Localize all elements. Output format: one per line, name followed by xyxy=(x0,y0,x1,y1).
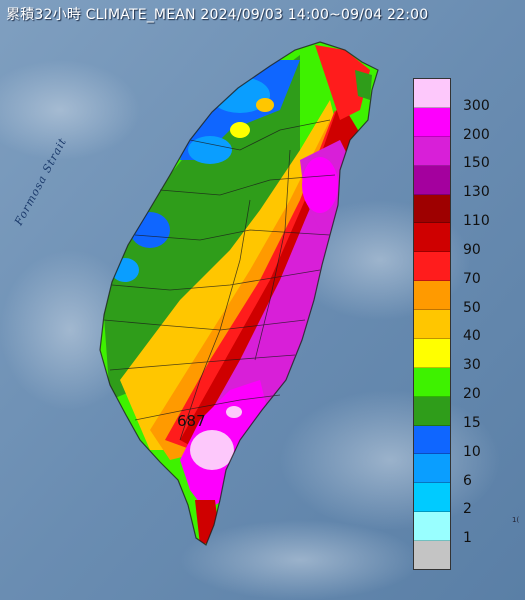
cloud-patch xyxy=(0,250,140,410)
legend-level-label: 40 xyxy=(463,328,481,345)
legend-level-label: 130 xyxy=(463,184,490,201)
legend-swatch xyxy=(414,194,450,224)
legend-swatch xyxy=(414,483,450,513)
legend-level-label: 6 xyxy=(463,472,472,489)
county-boundaries xyxy=(99,41,379,546)
legend-swatch xyxy=(414,165,450,195)
legend-swatch xyxy=(414,338,450,368)
legend-swatch xyxy=(414,425,450,455)
legend-swatch xyxy=(414,512,450,541)
legend-level-label: 110 xyxy=(463,213,490,230)
legend-swatch xyxy=(414,79,450,108)
legend-swatch xyxy=(414,281,450,310)
legend-level-label: 1 xyxy=(463,530,472,547)
legend-level-label: 70 xyxy=(463,270,481,287)
legend-swatch xyxy=(414,252,450,282)
legend-level-label: 15 xyxy=(463,414,481,431)
legend-level-label: 50 xyxy=(463,299,481,316)
legend-labels: 300 200 150 130 110 90 70 50 40 30 20 15 10 6 2 1 xyxy=(463,78,523,568)
legend-swatch xyxy=(414,541,450,569)
map-title: 累積32小時 CLIMATE_MEAN 2024/09/03 14:00~09/… xyxy=(6,7,429,23)
cloud-patch xyxy=(180,520,420,600)
legend-swatch xyxy=(414,396,450,426)
legend-level-label: 30 xyxy=(463,357,481,374)
legend-swatch xyxy=(414,367,450,397)
legend-swatch xyxy=(414,136,450,166)
legend-level-label: 10 xyxy=(463,443,481,460)
legend-swatch xyxy=(414,454,450,484)
legend-level-label: 90 xyxy=(463,241,481,258)
legend-level-label: 200 xyxy=(463,126,490,143)
max-rainfall-label: 687 xyxy=(177,412,206,430)
legend-level-label: 150 xyxy=(463,155,490,172)
legend-level-label: 2 xyxy=(463,501,472,518)
legend-swatch xyxy=(414,310,450,339)
legend-swatch xyxy=(414,223,450,253)
corner-text: 1( xyxy=(512,516,520,524)
legend-level-label: 20 xyxy=(463,386,481,403)
cloud-patch xyxy=(0,60,140,160)
color-legend xyxy=(413,78,451,570)
legend-swatch xyxy=(414,107,450,137)
legend-level-label: 300 xyxy=(463,97,490,114)
